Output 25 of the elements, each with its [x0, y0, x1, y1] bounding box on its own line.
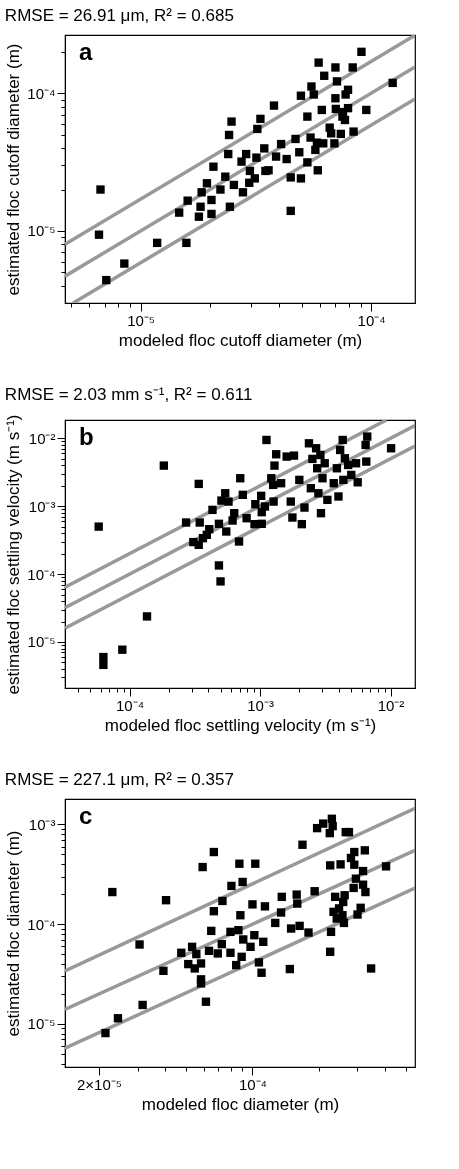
annotation: a [79, 38, 93, 65]
x-axis-title: modeled floc settling velocity (m s⁻¹) [104, 715, 377, 735]
y-axis-title: estimated floc diameter (m) [4, 830, 24, 1037]
y-tick-label: 10⁻⁴ [27, 84, 56, 102]
y-tick-label: 10⁻⁵ [27, 1015, 56, 1033]
chart-title: RMSE = 2.03 mm s⁻¹, R² = 0.611 [4, 385, 253, 405]
y-axis-title: estimated floc settling velocity (m s⁻¹) [4, 414, 24, 695]
annotation: c [79, 802, 93, 829]
x-tick-label: 10⁻² [377, 696, 405, 714]
x-tick-label: 10⁻⁴ [116, 696, 145, 714]
y-tick-label: 10⁻⁵ [27, 633, 56, 651]
x-tick-label: 10⁻³ [247, 696, 274, 714]
y-axis-title: estimated floc cutoff diameter (m) [4, 43, 24, 296]
y-tick-label: 10⁻⁴ [27, 565, 56, 583]
y-tick-label: 10⁻⁵ [27, 222, 56, 240]
x-tick-label: 2×10⁻⁵ [77, 1075, 123, 1093]
y-tick-label: 10⁻³ [28, 815, 56, 833]
y-tick-label: 10⁻² [28, 429, 56, 447]
chart-title: RMSE = 26.91 μm, R² = 0.685 [4, 6, 234, 25]
x-axis-title: modeled floc diameter (m) [141, 1094, 340, 1114]
x-axis-title: modeled floc cutoff diameter (m) [118, 330, 363, 350]
annotation: b [79, 423, 94, 450]
y-tick-label: 10⁻⁴ [27, 915, 56, 933]
chart-title: RMSE = 227.1 μm, R² = 0.357 [4, 770, 234, 789]
y-tick-label: 10⁻³ [28, 497, 56, 515]
